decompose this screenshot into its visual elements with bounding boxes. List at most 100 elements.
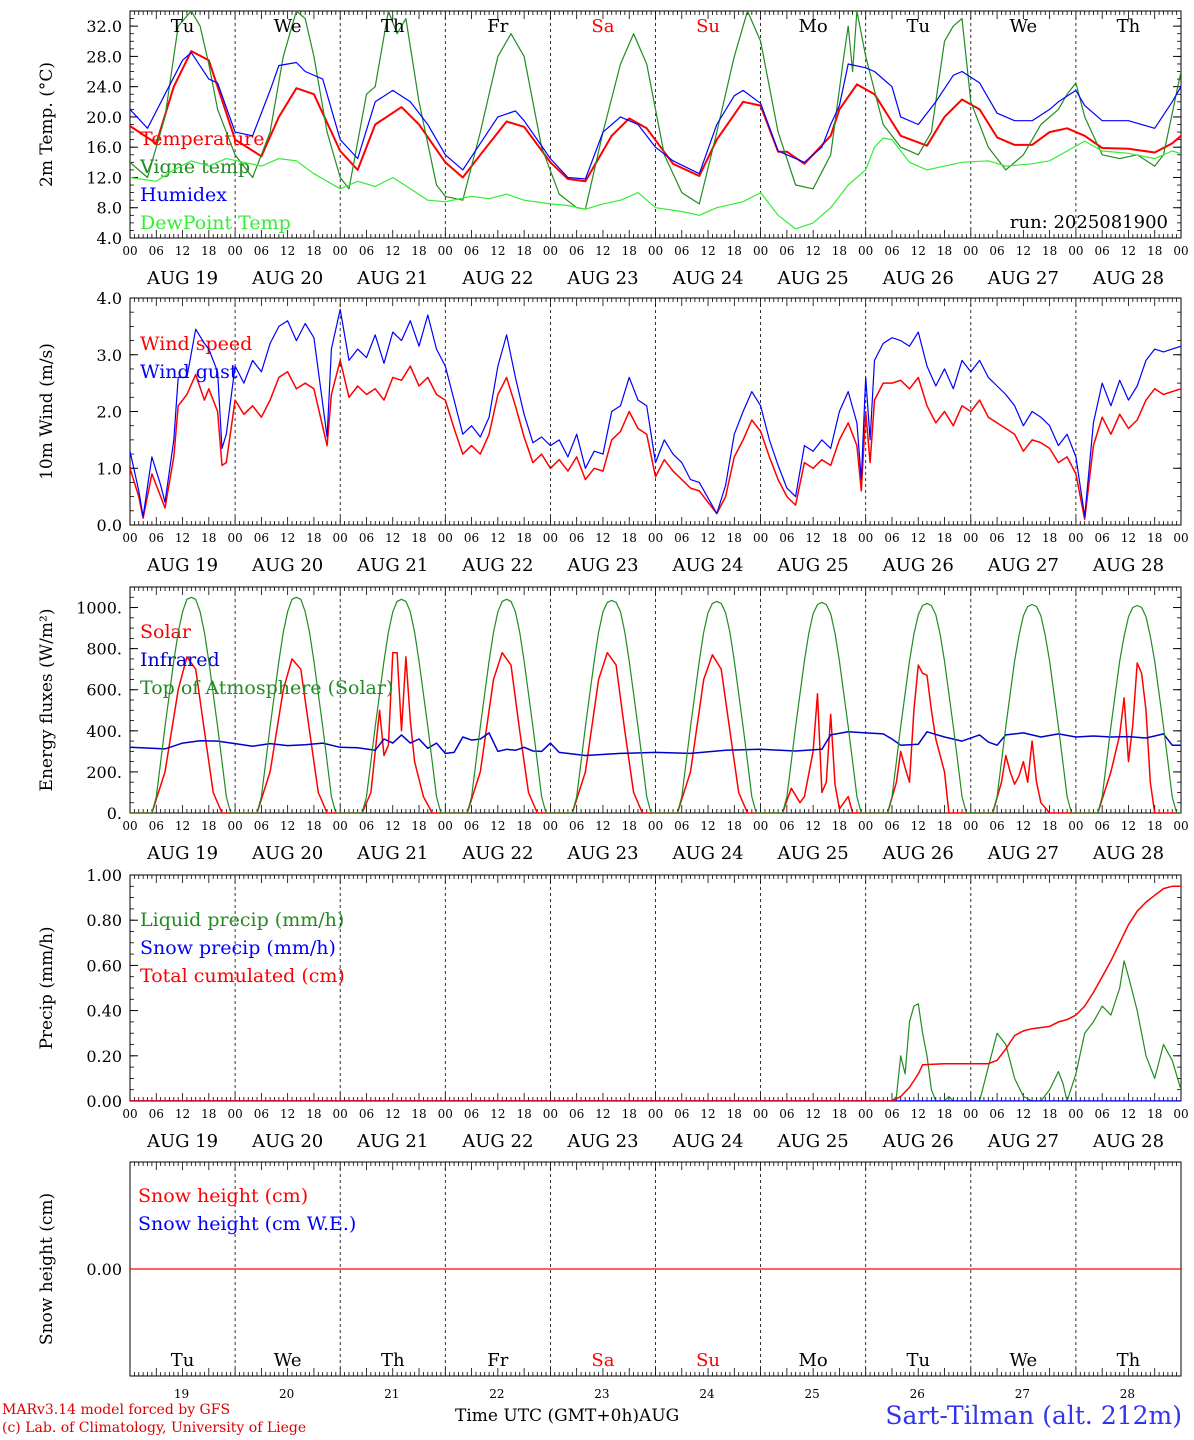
legend-entry: Wind gust <box>140 361 238 383</box>
legend-entry: Vigne temp <box>139 156 250 178</box>
day-label: AUG 22 <box>461 555 533 576</box>
day-label: AUG 28 <box>1092 843 1164 864</box>
panel-2: 0.0 1.0 2.0 3.0 4.0 10m Wind (m/s) 00 06 12 18 AUG… <box>37 289 1189 576</box>
legend-entry: Humidex <box>140 184 227 206</box>
hour-label: 00 <box>438 1107 453 1121</box>
series-line <box>130 885 1181 1101</box>
hour-label: 06 <box>149 244 164 258</box>
hour-label: 00 <box>333 531 348 545</box>
weekday-label: Tu <box>171 1350 195 1371</box>
legend-entry: Snow precip (mm/h) <box>140 937 336 959</box>
hour-label: 00 <box>1173 244 1188 258</box>
hour-label: 12 <box>911 819 926 833</box>
hour-label: 00 <box>858 531 873 545</box>
day-label: AUG 28 <box>1092 555 1164 576</box>
hour-label: 12 <box>700 819 715 833</box>
hour-label: 18 <box>832 819 847 833</box>
hour-label: 18 <box>937 819 952 833</box>
day-label: AUG 23 <box>566 1131 638 1152</box>
hour-label: 12 <box>595 819 610 833</box>
hour-label: 18 <box>727 531 742 545</box>
hour-label: 12 <box>911 531 926 545</box>
hour-label: 06 <box>989 1107 1004 1121</box>
hour-label: 18 <box>516 1107 531 1121</box>
series-line <box>130 50 1181 183</box>
hour-label: 12 <box>385 244 400 258</box>
ylabel: 2m Temp. (°C) <box>37 62 57 187</box>
day-label: AUG 20 <box>251 843 323 864</box>
day-number: 25 <box>805 1387 820 1401</box>
hour-label: 00 <box>122 531 137 545</box>
weekday-label: Sa <box>591 16 614 37</box>
hour-label: 12 <box>385 1107 400 1121</box>
ylabel: Snow height (cm) <box>37 1193 57 1345</box>
ytick-label: 1.0 <box>97 459 122 478</box>
panel-1: 4.0 8.0 12.0 16.0 20.0 24.0 28.0 32.0 2m Temp. (… <box>37 10 1189 289</box>
credits: MARv3.14 model forced by GFS (c) Lab. of… <box>2 1401 306 1437</box>
hour-label: 06 <box>779 819 794 833</box>
hour-label: 00 <box>438 531 453 545</box>
weekday-label: Tu <box>906 1350 930 1371</box>
hour-label: 18 <box>1147 819 1162 833</box>
ytick-label: 0.40 <box>86 1002 122 1021</box>
hour-label: 06 <box>779 244 794 258</box>
series-line <box>130 960 1181 1101</box>
xaxis-title-text: Time UTC (GMT+0h) <box>455 1406 640 1426</box>
hour-label: 00 <box>1068 531 1083 545</box>
legend-entry: Wind speed <box>140 333 252 355</box>
ytick-label: 32.0 <box>86 17 122 36</box>
day-number: 19 <box>174 1387 189 1401</box>
hour-label: 00 <box>1068 244 1083 258</box>
hour-label: 00 <box>543 244 558 258</box>
ytick-label: 0.00 <box>86 1092 122 1111</box>
hour-label: 06 <box>569 244 584 258</box>
weekday-label: Tu <box>171 16 195 37</box>
hour-label: 18 <box>1147 1107 1162 1121</box>
hour-label: 00 <box>858 244 873 258</box>
hour-label: 00 <box>963 1107 978 1121</box>
legend-entry: DewPoint Temp <box>140 212 291 234</box>
hour-label: 18 <box>622 819 637 833</box>
hour-label: 18 <box>201 819 216 833</box>
credits-line-1: MARv3.14 model forced by GFS <box>2 1402 231 1418</box>
hour-label: 00 <box>753 244 768 258</box>
day-label: AUG 21 <box>356 268 428 289</box>
day-label: AUG 21 <box>356 555 428 576</box>
series-line <box>130 137 1181 230</box>
day-label: AUG 23 <box>566 268 638 289</box>
hour-label: 00 <box>122 244 137 258</box>
weekday-label: Su <box>696 1350 720 1371</box>
hour-label: 12 <box>385 819 400 833</box>
hour-label: 12 <box>1016 819 1031 833</box>
day-number: 27 <box>1015 1387 1030 1401</box>
hour-label: 12 <box>911 244 926 258</box>
hour-label: 00 <box>333 819 348 833</box>
weekday-label: Th <box>381 1350 405 1371</box>
hour-label: 12 <box>595 1107 610 1121</box>
hour-label: 00 <box>543 1107 558 1121</box>
hour-label: 18 <box>306 1107 321 1121</box>
legend-entry: Solar <box>140 621 192 643</box>
hour-label: 06 <box>359 819 374 833</box>
series-line <box>130 11 1181 210</box>
day-label: AUG 21 <box>356 843 428 864</box>
hour-label: 12 <box>175 531 190 545</box>
ytick-label: 8.0 <box>97 199 122 218</box>
day-number: 28 <box>1120 1387 1135 1401</box>
hour-label: 12 <box>1016 531 1031 545</box>
hour-label: 00 <box>753 531 768 545</box>
hour-label: 06 <box>674 819 689 833</box>
ytick-label: 0.0 <box>97 516 122 535</box>
hour-label: 00 <box>227 531 242 545</box>
legend-entry: Total cumulated (cm) <box>140 965 345 987</box>
day-label: AUG 25 <box>777 268 849 289</box>
ylabel: Precip (mm/h) <box>37 926 57 1049</box>
hour-label: 12 <box>175 244 190 258</box>
hour-label: 00 <box>543 531 558 545</box>
hour-label: 06 <box>359 531 374 545</box>
legend-entry: Liquid precip (mm/h) <box>140 909 344 931</box>
hour-label: 12 <box>1121 531 1136 545</box>
hour-label: 00 <box>1068 1107 1083 1121</box>
hour-label: 06 <box>674 244 689 258</box>
hour-label: 12 <box>280 819 295 833</box>
